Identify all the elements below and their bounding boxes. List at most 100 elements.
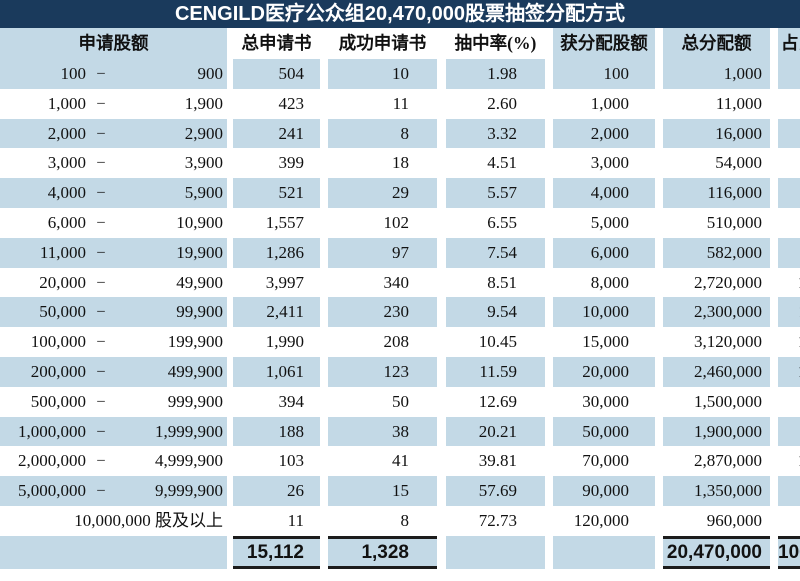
column-gutter xyxy=(770,356,778,387)
range-high: 10,900 xyxy=(176,212,223,232)
cell-apply-range: 6,000– 10,900 xyxy=(0,208,227,238)
cell-successful-applications: 18 xyxy=(392,153,409,173)
column-gutter xyxy=(770,118,778,149)
cell-percentage: 0.05 xyxy=(778,89,800,119)
column-gutter xyxy=(545,59,553,89)
column-gutter xyxy=(655,148,663,179)
cell-successful-applications: 208 xyxy=(383,332,410,352)
cell-apply-range: 11,000– 19,900 xyxy=(0,237,227,268)
range-dash: – xyxy=(97,184,105,201)
cell-total-applications: 521 xyxy=(233,178,320,208)
cell-hit-rate: 11.59 xyxy=(446,356,545,387)
column-gutter xyxy=(545,416,553,447)
cell-percentage: 13.29 xyxy=(778,268,800,298)
range-high: 4,999,900 xyxy=(155,451,223,471)
column-gutter xyxy=(437,207,446,238)
cell-allocated-shares: 8,000 xyxy=(590,272,629,292)
cell-total-allocation: 2,870,000 xyxy=(694,451,762,471)
column-gutter xyxy=(655,178,663,208)
cell-total-allocation: 582,000 xyxy=(663,237,770,268)
range-high: 199,900 xyxy=(167,332,223,352)
cell-total-allocation: 2,460,000 xyxy=(663,356,770,387)
column-gutter xyxy=(770,535,778,569)
cell-hit-rate: 57.69 xyxy=(446,476,545,506)
column-gutter xyxy=(545,28,553,59)
cell-apply-range: 100,000– 199,900 xyxy=(0,327,227,357)
column-gutter xyxy=(227,386,233,417)
column-gutter xyxy=(320,327,328,357)
column-gutter xyxy=(655,28,663,59)
cell-successful-applications: 123 xyxy=(328,356,437,387)
cell-total-applications: 399 xyxy=(278,153,305,173)
column-gutter xyxy=(770,505,778,536)
column-gutter xyxy=(545,88,553,119)
cell-total-allocation: 54,000 xyxy=(715,153,762,173)
column-gutter xyxy=(227,59,233,89)
header-successful-applications: 成功申请书 xyxy=(338,33,427,53)
cell-successful-applications: 10 xyxy=(328,59,437,89)
cell-total-applications: 2,411 xyxy=(233,297,320,328)
column-gutter xyxy=(545,535,553,569)
column-gutter xyxy=(437,88,446,119)
column-gutter xyxy=(227,28,233,59)
column-gutter xyxy=(227,535,233,569)
header-percentage: 占比(%) xyxy=(778,28,800,59)
column-gutter xyxy=(437,356,446,387)
cell-total-applications: 504 xyxy=(233,59,320,89)
cell-total-allocation: 960,000 xyxy=(706,510,762,530)
cell-percentage: 4.69 xyxy=(778,506,800,536)
cell-allocated-shares: 30,000 xyxy=(582,391,629,411)
cell-allocated-shares: 15,000 xyxy=(582,332,629,352)
table-row: 2,000,000– 4,999,900 103 41 39.81 70,000 2,870… xyxy=(0,446,800,477)
cell-apply-range: 1,000,000– 1,999,900 xyxy=(0,416,227,447)
column-gutter xyxy=(770,327,778,357)
cell-total-allocation: 1,000 xyxy=(663,59,770,89)
column-gutter xyxy=(770,148,778,179)
column-gutter xyxy=(770,207,778,238)
column-gutter xyxy=(227,297,233,328)
cell-percentage: 12.02 xyxy=(778,356,800,387)
range-dash: – xyxy=(97,243,105,260)
column-gutter xyxy=(227,267,233,298)
cell-hit-rate: 8.51 xyxy=(487,272,517,292)
cell-total-allocation: 116,000 xyxy=(663,178,770,208)
header-row: 申请股额 总申请书 成功申请书 抽中率(%) 获分配股额 总分配额 占比(%) xyxy=(0,28,800,59)
range-high: 900 xyxy=(197,64,224,83)
cell-hit-rate: 5.57 xyxy=(446,178,545,208)
column-gutter xyxy=(437,416,446,447)
cell-allocated-shares: 3,000 xyxy=(590,153,629,173)
table-row: 20,000– 49,900 3,997 340 8.51 8,000 2,720,000 1… xyxy=(0,267,800,298)
column-gutter xyxy=(227,148,233,179)
range-dash: – xyxy=(97,482,105,499)
cell-successful-applications: 11 xyxy=(392,93,409,113)
cell-allocated-shares: 100 xyxy=(553,59,655,89)
cell-total-applications: 1,990 xyxy=(265,332,304,352)
column-gutter xyxy=(545,297,553,328)
cell-total-applications: 3,997 xyxy=(265,272,304,292)
range-low: 100,000 xyxy=(30,332,86,352)
column-gutter xyxy=(770,88,778,119)
range-high: 1,900 xyxy=(184,93,223,113)
total-empty-rate xyxy=(446,535,545,569)
column-gutter xyxy=(320,148,328,179)
range-dash: – xyxy=(97,213,105,230)
cell-hit-rate: 72.73 xyxy=(478,510,517,530)
range-low: 1,000,000 xyxy=(18,421,86,441)
range-low: 50,000 xyxy=(39,302,86,322)
column-gutter xyxy=(545,505,553,536)
column-gutter xyxy=(437,267,446,298)
column-gutter xyxy=(320,505,328,536)
range-low: 11,000 xyxy=(39,242,86,262)
column-gutter xyxy=(437,327,446,357)
range-high: 2,900 xyxy=(184,123,223,143)
range-low: 3,000 xyxy=(47,153,86,173)
table-row: 6,000– 10,900 1,557 102 6.55 5,000 510,000 2.49 xyxy=(0,207,800,238)
column-gutter xyxy=(545,446,553,477)
range-high: 49,900 xyxy=(176,272,223,292)
range-high: 999,900 xyxy=(167,391,223,411)
column-gutter xyxy=(770,237,778,268)
cell-hit-rate: 7.54 xyxy=(446,237,545,268)
column-gutter xyxy=(545,237,553,268)
column-gutter xyxy=(320,178,328,208)
cell-total-applications: 26 xyxy=(233,476,320,506)
